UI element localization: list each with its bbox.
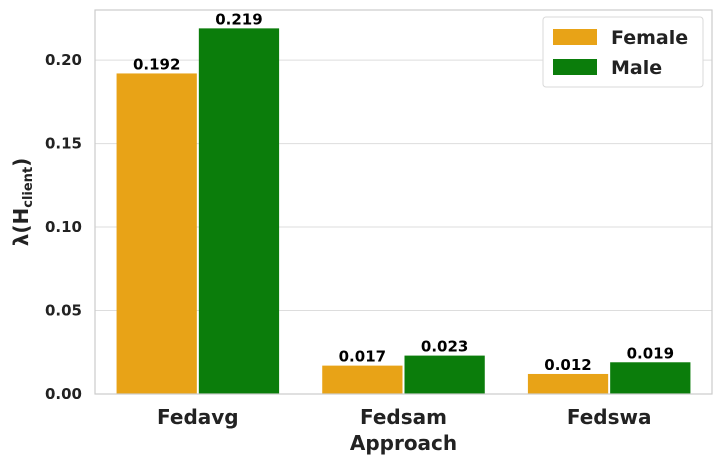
legend: Female Male <box>542 16 704 88</box>
legend-label-male: Male <box>611 57 662 79</box>
y-tick-label: 0.00 <box>45 385 82 403</box>
y-tick-labels: 0.00 0.05 0.10 0.15 0.20 <box>45 51 82 403</box>
bar-male-fedswa <box>610 362 691 394</box>
data-label: 0.019 <box>627 344 674 362</box>
y-axis-title-subscript: client <box>21 167 36 208</box>
bar-male-fedsam <box>404 355 485 394</box>
data-label: 0.219 <box>215 10 262 28</box>
bar-female-fedsam <box>322 365 403 394</box>
data-label: 0.017 <box>339 348 386 366</box>
y-tick-label: 0.15 <box>45 135 82 153</box>
x-tick-label: Fedsam <box>360 405 447 429</box>
y-axis-title-close: ) <box>9 158 33 167</box>
x-tick-labels: Fedavg Fedsam Fedswa <box>157 405 651 429</box>
x-axis-title: Approach <box>350 431 457 455</box>
bar-female-fedavg <box>116 73 197 394</box>
y-tick-label: 0.10 <box>45 218 82 236</box>
data-label: 0.012 <box>544 356 591 374</box>
bar-female-fedswa <box>527 373 609 394</box>
legend-swatch-female <box>553 29 597 45</box>
bars <box>116 28 691 395</box>
y-tick-label: 0.20 <box>45 51 82 69</box>
data-label: 0.192 <box>133 55 180 73</box>
data-labels: 0.192 0.219 0.017 0.023 0.012 0.019 <box>133 10 674 374</box>
bar-male-fedavg <box>198 28 280 395</box>
x-tick-label: Fedswa <box>567 405 652 429</box>
y-axis-title-main: λ(H <box>9 208 33 247</box>
plot-frame <box>94 9 713 395</box>
y-axis-title: λ(Hclient) <box>9 158 36 247</box>
data-label: 0.023 <box>421 338 468 356</box>
legend-swatch-male <box>553 59 597 75</box>
x-tick-label: Fedavg <box>157 405 239 429</box>
y-tick-label: 0.05 <box>45 302 82 320</box>
legend-label-female: Female <box>611 27 688 49</box>
